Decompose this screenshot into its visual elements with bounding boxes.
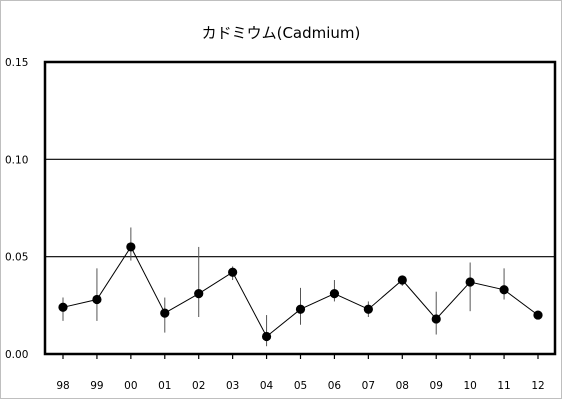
data-point-03 xyxy=(228,267,238,277)
x-tick-label-99: 99 xyxy=(90,380,103,392)
chart-title: カドミウム(Cadmium) xyxy=(201,24,361,42)
data-point-10 xyxy=(465,277,475,287)
data-point-09 xyxy=(431,314,441,324)
data-points xyxy=(58,242,543,342)
y-tick-label-0.05: 0.05 xyxy=(5,252,28,264)
data-point-01 xyxy=(160,308,170,318)
x-tick-label-02: 02 xyxy=(192,380,205,392)
data-point-11 xyxy=(499,285,509,295)
x-tick-label-98: 98 xyxy=(56,380,69,392)
y-tick-label-0.00: 0.00 xyxy=(5,349,28,361)
x-tick-label-06: 06 xyxy=(328,380,342,392)
data-point-06 xyxy=(329,289,340,299)
gridlines xyxy=(45,158,555,258)
x-tick-label-11: 11 xyxy=(497,380,510,392)
x-tick-label-12: 12 xyxy=(531,380,544,392)
tick-labels: 0.00 0.05 0.10 0.15 98 99 00 01 02 03 04 05 06 07 08 09… xyxy=(5,57,545,392)
data-point-08 xyxy=(397,275,407,285)
x-tick-label-07: 07 xyxy=(362,380,375,392)
data-point-07 xyxy=(363,304,373,314)
data-point-99 xyxy=(92,294,102,305)
x-tick-label-10: 10 xyxy=(463,380,476,392)
x-tick-label-09: 09 xyxy=(430,380,443,392)
data-point-00 xyxy=(126,242,136,252)
data-point-12 xyxy=(533,310,543,320)
data-point-04 xyxy=(261,331,272,342)
x-tick-label-00: 00 xyxy=(124,380,137,392)
data-point-98 xyxy=(58,302,68,312)
data-point-02 xyxy=(194,289,204,299)
y-tick-label-0.10: 0.10 xyxy=(5,154,28,166)
x-tick-label-03: 03 xyxy=(226,380,239,392)
x-tick-label-08: 08 xyxy=(396,380,409,392)
x-tick-label-01: 01 xyxy=(158,380,171,392)
y-tick-label-0.15: 0.15 xyxy=(5,57,28,69)
x-tick-label-05: 05 xyxy=(294,380,307,392)
axes xyxy=(43,60,557,359)
data-point-05 xyxy=(295,304,306,314)
x-tick-label-04: 04 xyxy=(260,380,274,392)
